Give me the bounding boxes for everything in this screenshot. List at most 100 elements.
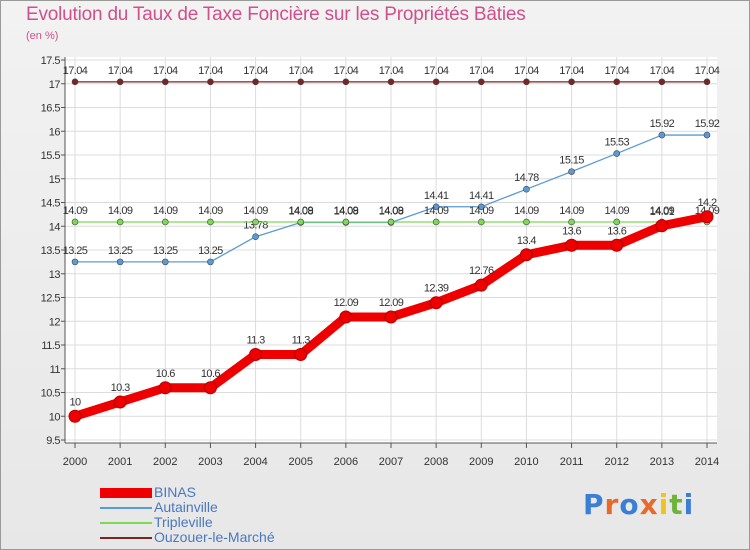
y-tick-label: 12 [49, 316, 61, 328]
x-tick-label: 2005 [288, 456, 312, 468]
y-tick-label: 10.5 [41, 388, 61, 400]
data-point-autainville [71, 258, 79, 266]
x-tick-label: 2004 [243, 456, 267, 468]
data-label-autainville: 15.92 [650, 118, 675, 130]
data-point-binas [68, 409, 82, 423]
y-tick-label: 12.5 [41, 293, 61, 305]
data-label-ouzouer-le-march: 17.04 [288, 65, 313, 77]
data-point-tripleville [613, 218, 621, 226]
y-tick-label: 14 [49, 221, 61, 233]
legend-swatch-tripleville [100, 522, 152, 524]
data-point-binas [158, 381, 172, 395]
unit-label: (en %) [26, 30, 59, 42]
x-tick-label: 2013 [650, 456, 674, 468]
data-label-tripleville: 14.09 [243, 205, 268, 217]
legend-swatch-ouzouer [100, 537, 152, 539]
legend-label-binas: BINAS [154, 484, 197, 500]
data-point-autainville [116, 258, 124, 266]
data-label-tripleville: 14.09 [334, 205, 359, 217]
y-tick-label: 15 [49, 174, 61, 186]
data-label-binas: 11.3 [292, 335, 311, 347]
legend-label-tripleville: Tripleville [154, 514, 213, 530]
logo-letter: x [639, 488, 659, 521]
data-label-ouzouer-le-march: 17.04 [559, 65, 584, 77]
data-point-binas [384, 310, 398, 324]
y-tick-label: 17.5 [41, 55, 61, 67]
data-label-autainville: 15.53 [604, 137, 629, 149]
logo-letter: t [669, 488, 684, 521]
data-label-autainville: 14.78 [514, 172, 539, 184]
data-label-autainville: 14.08 [288, 205, 313, 217]
data-label-ouzouer-le-march: 17.04 [514, 65, 539, 77]
y-tick-label: 10 [49, 411, 61, 423]
data-label-autainville: 15.15 [559, 155, 584, 167]
data-point-binas [429, 296, 443, 310]
data-point-binas [610, 238, 624, 252]
data-label-binas: 14.2 [697, 197, 716, 209]
data-point-tripleville [297, 218, 305, 226]
y-tick-label: 16 [49, 126, 61, 138]
data-point-tripleville [477, 218, 485, 226]
data-point-tripleville [161, 218, 169, 226]
data-point-ouzouer-le-march [523, 78, 530, 86]
data-point-binas [655, 219, 669, 233]
data-point-ouzouer-le-march [613, 78, 621, 86]
data-point-tripleville [252, 218, 259, 226]
legend-label-ouzouer: Ouzouer-le-Marché [154, 529, 275, 545]
data-point-ouzouer-le-march [477, 78, 485, 86]
data-label-tripleville: 14.09 [604, 205, 629, 217]
x-tick-label: 2009 [469, 456, 493, 468]
y-tick-label: 15.5 [41, 150, 61, 162]
data-point-tripleville [387, 218, 395, 226]
x-tick-label: 2011 [560, 456, 584, 468]
data-point-binas [113, 395, 127, 409]
data-label-binas: 10.6 [156, 368, 175, 380]
data-point-tripleville [116, 218, 124, 226]
data-label-ouzouer-le-march: 17.04 [650, 65, 675, 77]
data-label-autainville: 13.78 [243, 220, 268, 232]
data-point-binas [249, 348, 263, 361]
x-tick-label: 2007 [379, 456, 403, 468]
data-point-tripleville [523, 218, 530, 226]
x-tick-label: 2014 [695, 456, 719, 468]
data-label-binas: 10 [69, 396, 81, 408]
x-tick-label: 2008 [424, 456, 448, 468]
data-label-autainville: 14.08 [334, 205, 359, 217]
data-point-tripleville [342, 218, 350, 226]
data-point-autainville [432, 203, 440, 211]
data-label-binas: 12.09 [379, 297, 404, 309]
data-label-ouzouer-le-march: 17.04 [198, 65, 223, 77]
data-label-tripleville: 14.09 [424, 205, 449, 217]
data-point-binas [203, 381, 217, 395]
data-point-autainville [568, 168, 575, 175]
data-point-autainville [523, 185, 530, 193]
data-point-autainville [613, 150, 621, 157]
chart-title: Evolution du Taux de Taxe Foncière sur l… [26, 4, 526, 25]
data-label-tripleville: 14.09 [559, 205, 584, 217]
data-point-autainville [703, 131, 711, 139]
brand-logo: Proxiti [583, 488, 694, 521]
data-label-tripleville: 14.09 [514, 205, 539, 217]
data-label-binas: 12.09 [334, 297, 359, 309]
logo-letter: i [658, 488, 670, 521]
data-label-autainville: 14.41 [424, 190, 449, 202]
data-point-binas [474, 278, 488, 292]
data-point-binas [294, 348, 308, 361]
y-tick-label: 13.5 [41, 245, 61, 257]
logo-letter: P [583, 488, 605, 521]
data-label-ouzouer-le-march: 17.04 [153, 65, 178, 77]
data-point-binas [519, 248, 533, 262]
data-label-binas: 14.01 [650, 206, 675, 218]
data-point-autainville [252, 233, 259, 240]
data-label-autainville: 13.25 [198, 245, 223, 257]
data-point-ouzouer-le-march [71, 78, 79, 86]
data-point-tripleville [71, 218, 79, 226]
data-label-tripleville: 14.09 [650, 205, 675, 217]
y-tick-label: 13 [49, 269, 61, 281]
data-point-ouzouer-le-march [342, 78, 350, 86]
y-tick-label: 17 [49, 79, 61, 91]
x-tick-label: 2010 [514, 456, 538, 468]
data-point-autainville [658, 131, 666, 139]
data-point-binas [700, 210, 714, 224]
